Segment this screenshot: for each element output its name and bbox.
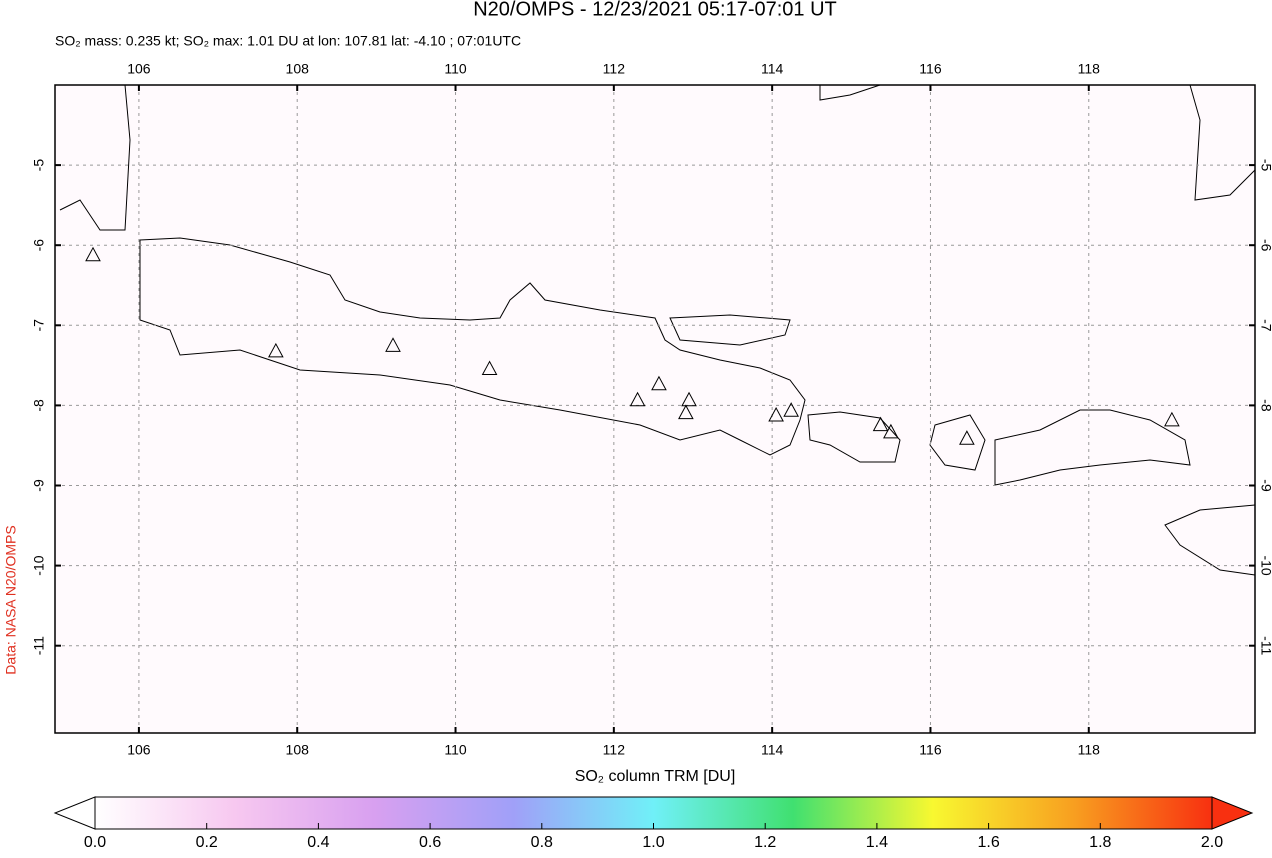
volcano [678,404,694,420]
y-tick-label: -11 [1258,636,1272,655]
volcano [629,391,646,407]
y-tick-label: -5 [31,159,47,172]
x-tick-label: 110 [444,61,467,77]
x-tick-label: 112 [603,742,626,758]
volcano [268,342,284,358]
title: N20/OMPS - 12/23/2021 05:17-07:01 UT [473,0,837,20]
colorbar-tick-label: 1.6 [977,834,999,851]
bali-coast [807,411,901,463]
coastlines [59,84,1256,576]
borneo-coast [819,84,881,101]
sumbawa-coast [994,409,1191,486]
x-tick-label: 118 [1078,61,1101,77]
colorbar-tick-label: 2.0 [1201,834,1223,851]
volcano [681,391,697,407]
colorbar-label: SO₂ column TRM [DU] [575,768,736,785]
java-coast [139,237,806,456]
x-tick-label: 106 [127,61,151,77]
volcano [883,423,899,439]
colorbar-tick-label: 0.0 [84,834,106,851]
y-tick-label: -6 [1258,239,1272,252]
y-tick-label: -9 [1258,479,1272,492]
y-tick-label: -9 [31,479,47,492]
y-tick-label: -10 [1258,555,1272,575]
y-tick-label: -5 [1258,159,1272,172]
x-tick-label: 106 [127,742,151,758]
x-tick-label: 108 [286,742,310,758]
colorbar-tick-label: 1.0 [642,834,664,851]
colorbar-over [1211,796,1254,830]
colorbar-under [53,796,96,830]
y-tick-label: -7 [31,319,47,332]
colorbar-tick-label: 0.6 [419,834,441,851]
colorbar-tick-label: 1.2 [754,834,776,851]
y-tick-label: -11 [31,636,47,655]
volcano [1164,411,1180,427]
volcano [385,337,401,352]
y-tick-label: -8 [31,399,47,412]
y-tick-label: -7 [1258,319,1272,332]
x-tick-label: 114 [761,61,784,77]
y-tick-label: -10 [31,555,47,575]
x-tick-label: 118 [1078,742,1101,758]
volcano [959,430,975,445]
sumba-coast [1164,504,1256,576]
volcano [651,375,667,391]
colorbar-tick-label: 1.8 [1089,834,1111,851]
volcano [85,246,101,262]
colorbar-tick-label: 0.4 [307,834,329,851]
x-tick-label: 110 [444,742,467,758]
volcano [768,406,784,422]
colorbar-tick-label: 1.4 [866,834,888,851]
volcano [872,416,889,432]
y-tick-label: -6 [31,239,47,252]
x-tick-label: 112 [603,61,626,77]
x-tick-label: 114 [761,742,784,758]
volcano [783,402,799,417]
credit: Data: NASA N20/OMPS [3,525,19,674]
sumatra-coast [59,84,131,231]
volcano [481,360,498,376]
colorbar-tick-label: 0.2 [196,834,218,851]
x-tick-label: 116 [919,742,942,758]
y-tick-label: -8 [1258,399,1272,412]
x-tick-label: 116 [919,61,942,77]
map-background [55,85,1255,733]
map-frame [54,84,1256,734]
borneo-coast [1189,84,1256,201]
subtitle: SO₂ mass: 0.235 kt; SO₂ max: 1.01 DU at … [55,33,521,49]
madura-coast [669,314,791,346]
x-tick-label: 108 [286,61,310,77]
colorbar-tick-label: 0.8 [531,834,553,851]
